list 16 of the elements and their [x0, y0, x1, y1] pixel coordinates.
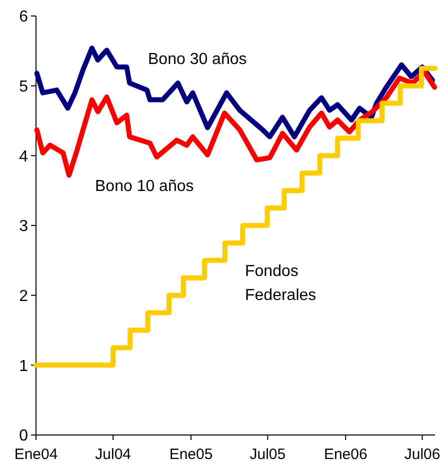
y-tick-label: 3	[19, 218, 28, 236]
y-tick-label: 4	[19, 148, 28, 166]
y-tick-label: 6	[19, 8, 28, 26]
y-tick-label: 0	[19, 428, 28, 445]
series-label: Fondos Federales	[245, 263, 316, 304]
series-label: Bono 30 años	[148, 51, 247, 68]
x-tick-label: Jul06	[404, 446, 440, 463]
x-tick-label: Ene05	[169, 446, 213, 463]
series-label: Bono 10 años	[95, 178, 194, 195]
x-tick-label: Jul04	[95, 446, 132, 463]
x-tick-label: Jul05	[250, 446, 286, 463]
y-tick-label: 2	[19, 288, 28, 305]
y-tick-label: 5	[19, 78, 28, 96]
x-tick-label: Ene04	[14, 446, 58, 463]
y-tick-label: 1	[19, 358, 28, 375]
x-tick-label: Ene06	[324, 446, 368, 463]
